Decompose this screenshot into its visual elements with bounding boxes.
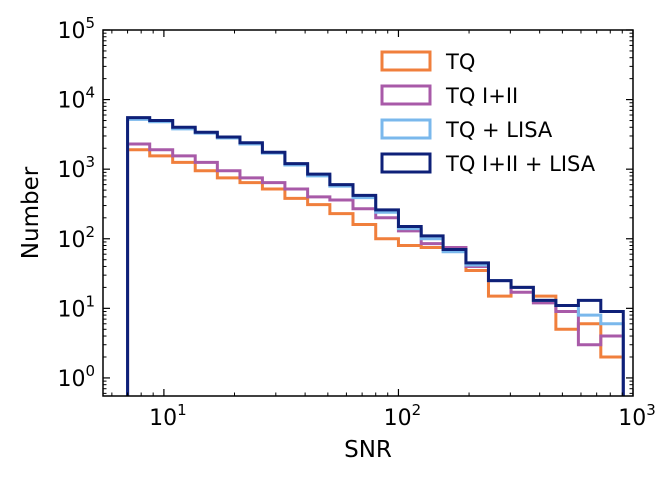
x-tick-label: 102	[384, 401, 422, 431]
legend-label-tq-i-ii: TQ I+II	[445, 84, 518, 108]
x-axis-label: SNR	[344, 437, 392, 463]
legend: TQ TQ I+II TQ + LISA TQ I+II + LISA	[380, 50, 596, 176]
series-tq-line	[126, 148, 625, 396]
legend-swatch-tq-lisa	[380, 118, 432, 140]
x-tick-label: 101	[149, 401, 187, 431]
y-tick-label: 104	[57, 84, 95, 114]
y-tick-label: 103	[57, 153, 95, 183]
legend-swatch-tq	[380, 50, 432, 72]
series-tq-i-ii-line	[126, 142, 625, 396]
series-tq-i-ii-lisa-line	[126, 116, 625, 396]
ticks-layer: 101 102 103 100 101 102 103 104 105	[57, 14, 655, 431]
y-axis-label: Number	[18, 166, 44, 259]
plot-frame	[102, 29, 634, 397]
y-tick-label: 105	[57, 14, 95, 44]
y-tick-label: 100	[57, 362, 95, 392]
legend-label-tq: TQ	[445, 50, 475, 74]
y-tick-label: 101	[57, 292, 95, 322]
y-tick-label: 102	[57, 223, 95, 253]
legend-swatch-tq-i-ii-lisa	[380, 152, 432, 174]
legend-swatch-tq-i-ii	[380, 84, 432, 106]
series-layer	[126, 116, 625, 396]
legend-label-tq-lisa: TQ + LISA	[445, 118, 553, 142]
x-tick-label: 103	[618, 401, 656, 431]
legend-label-tq-i-ii-lisa: TQ I+II + LISA	[445, 152, 596, 176]
